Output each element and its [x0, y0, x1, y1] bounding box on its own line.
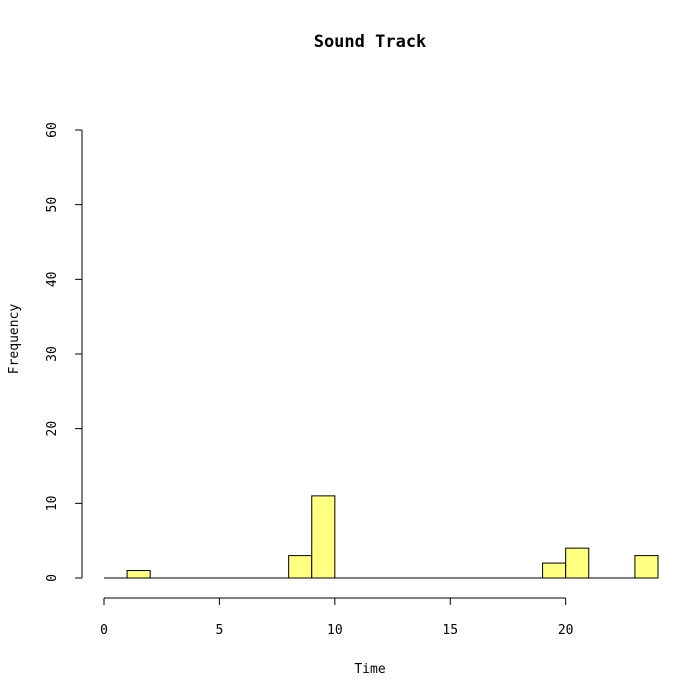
x-tick-label: 15	[442, 623, 458, 638]
y-tick-label: 40	[45, 272, 60, 288]
y-tick-label: 60	[45, 122, 60, 138]
histogram-bar	[542, 562, 567, 579]
x-tick-label: 5	[216, 623, 224, 638]
x-tick-label: 10	[327, 623, 343, 638]
x-axis: 0 5 10 15 20	[100, 597, 574, 638]
y-axis: 0 10 20 30 40 50 60	[45, 122, 83, 582]
x-axis-label: Time	[354, 662, 385, 677]
histogram-bar	[126, 570, 151, 579]
y-tick-label: 30	[45, 346, 60, 362]
y-tick-label: 50	[45, 197, 60, 213]
y-tick-label: 20	[45, 421, 60, 437]
chart-title: Sound Track	[314, 32, 427, 52]
histogram-bar	[565, 547, 590, 579]
histogram-bar	[288, 555, 313, 579]
bars-group	[126, 495, 659, 579]
histogram-bar	[311, 495, 336, 579]
y-tick-label: 0	[45, 574, 60, 582]
x-tick-label: 0	[100, 623, 108, 638]
y-axis-label: Frequency	[7, 304, 22, 375]
histogram-bar	[634, 555, 659, 579]
x-tick-label: 20	[558, 623, 574, 638]
y-tick-label: 10	[45, 496, 60, 512]
